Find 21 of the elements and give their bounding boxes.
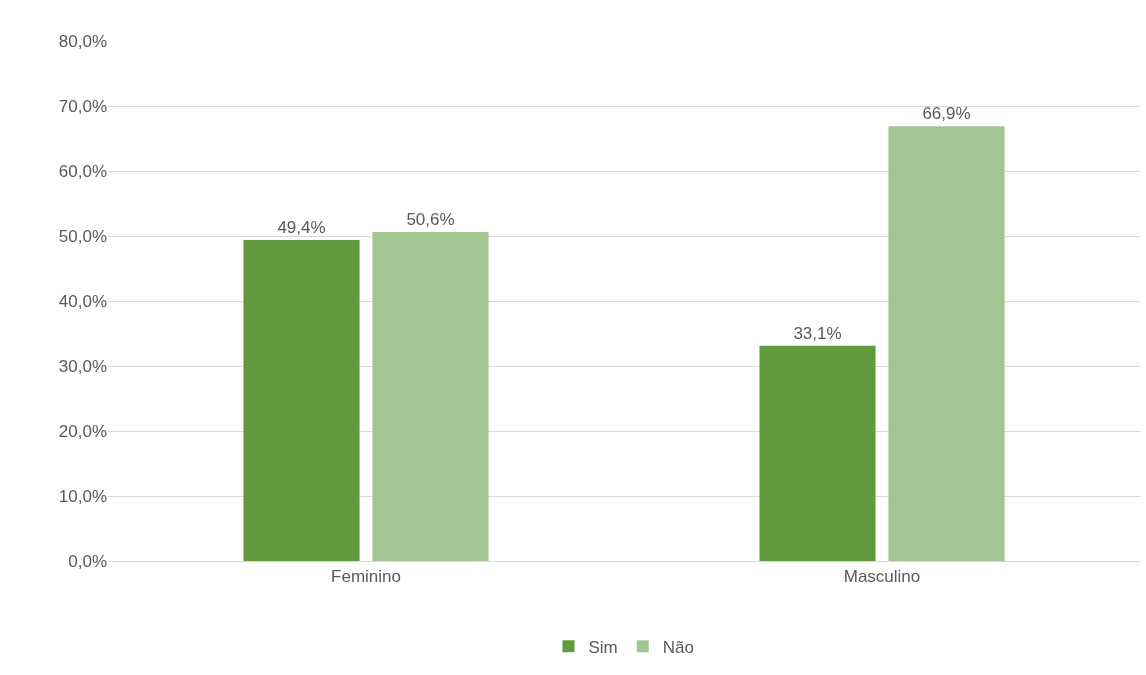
y-tick-label: 10,0% bbox=[58, 486, 107, 506]
data-label: 49,4% bbox=[277, 217, 326, 237]
y-tick-label: 20,0% bbox=[58, 421, 107, 441]
bar bbox=[759, 345, 876, 561]
y-tick-label: 70,0% bbox=[58, 96, 107, 116]
legend-label: Sim bbox=[588, 637, 618, 657]
y-tick-label: 30,0% bbox=[58, 356, 107, 376]
y-tick-label: 60,0% bbox=[58, 161, 107, 181]
data-label: 33,1% bbox=[793, 323, 842, 343]
y-tick-label: 0,0% bbox=[68, 551, 107, 571]
y-tick-label: 80,0% bbox=[58, 31, 107, 51]
y-tick-label: 40,0% bbox=[58, 291, 107, 311]
data-label: 66,9% bbox=[922, 104, 971, 124]
x-tick-label: Masculino bbox=[843, 567, 921, 587]
bar bbox=[888, 126, 1005, 561]
y-tick-label: 50,0% bbox=[58, 226, 107, 246]
data-label: 50,6% bbox=[406, 210, 455, 230]
bar bbox=[243, 239, 360, 561]
x-tick-label: Feminino bbox=[331, 567, 401, 587]
legend-label: Não bbox=[662, 637, 694, 657]
bar bbox=[372, 232, 489, 561]
